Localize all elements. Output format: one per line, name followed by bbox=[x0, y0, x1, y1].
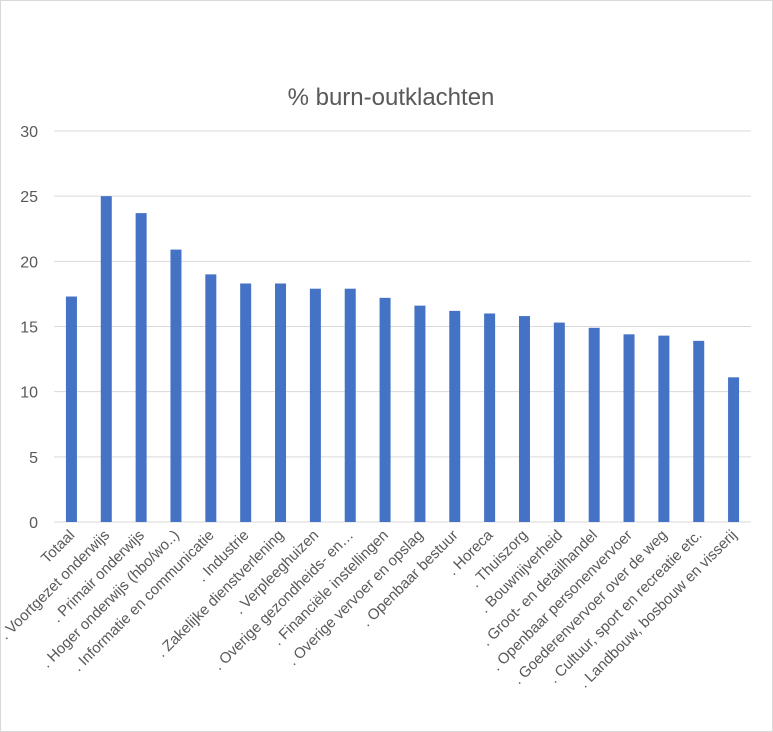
bar bbox=[379, 297, 391, 522]
gridlines bbox=[54, 130, 751, 523]
chart-title: % burn-outklachten bbox=[288, 84, 495, 111]
y-axis-ticks: 0 5 10 15 20 25 30 bbox=[20, 124, 38, 532]
y-tick-label: 0 bbox=[29, 515, 38, 532]
bar bbox=[344, 288, 356, 522]
bar bbox=[240, 283, 252, 522]
bars bbox=[65, 196, 740, 523]
bar bbox=[205, 274, 217, 522]
bar bbox=[588, 327, 600, 522]
y-tick-label: 25 bbox=[20, 189, 38, 206]
bar bbox=[170, 249, 182, 522]
bar bbox=[623, 334, 635, 522]
y-tick-label: 15 bbox=[20, 320, 38, 337]
bar bbox=[275, 283, 287, 522]
x-axis-labels: Totaal. Voortgezet onderwijs. Primair on… bbox=[1, 526, 740, 691]
bar bbox=[135, 213, 147, 523]
bar bbox=[65, 296, 77, 522]
y-tick-label: 5 bbox=[29, 450, 38, 467]
bar bbox=[414, 305, 426, 522]
bar bbox=[693, 340, 705, 522]
bar bbox=[100, 196, 112, 522]
y-tick-label: 30 bbox=[20, 124, 38, 141]
bar bbox=[518, 316, 530, 522]
bar bbox=[484, 313, 496, 522]
y-tick-label: 10 bbox=[20, 385, 38, 402]
bar bbox=[309, 288, 321, 522]
y-tick-label: 20 bbox=[20, 254, 38, 271]
bar bbox=[658, 335, 670, 522]
bar bbox=[728, 377, 740, 522]
bar bbox=[553, 322, 565, 522]
bar bbox=[449, 310, 461, 522]
